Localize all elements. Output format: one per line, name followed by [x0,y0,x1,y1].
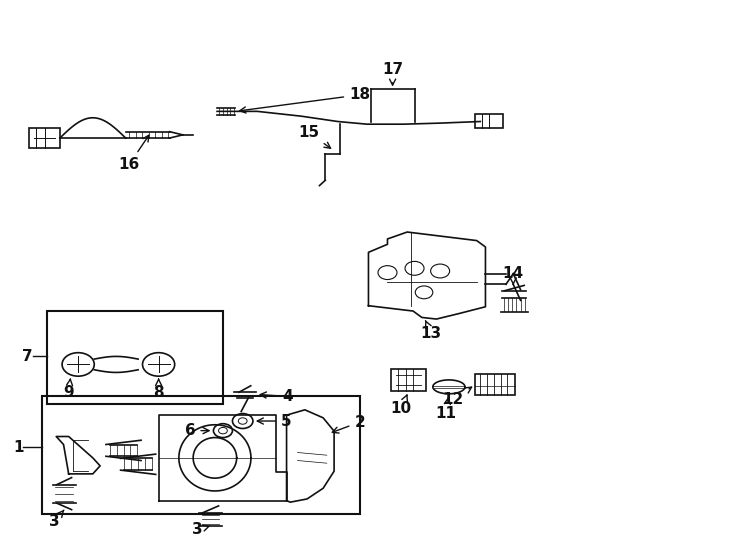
Text: 1: 1 [12,440,23,455]
Text: 6: 6 [185,423,209,438]
Bar [391,369,426,391]
Text: 3: 3 [192,522,209,537]
Bar [475,374,515,395]
Text: 3: 3 [48,510,64,529]
Text: 14: 14 [503,266,524,284]
Text: 5: 5 [257,414,292,429]
Text: 11: 11 [435,398,457,421]
Bar [29,128,60,148]
Text: 2: 2 [333,415,365,433]
Text: 15: 15 [298,125,330,148]
Bar [475,113,503,129]
Text: 8: 8 [153,379,164,400]
Bar [42,396,360,514]
Text: 17: 17 [382,62,403,85]
Text: 16: 16 [119,135,149,172]
Text: 13: 13 [421,321,442,341]
Bar [48,311,223,404]
Text: 9: 9 [63,379,74,400]
Text: 7: 7 [22,349,33,364]
Text: 12: 12 [443,387,472,407]
Text: 4: 4 [260,389,294,404]
Text: 18: 18 [240,87,370,113]
Text: 10: 10 [390,395,412,416]
